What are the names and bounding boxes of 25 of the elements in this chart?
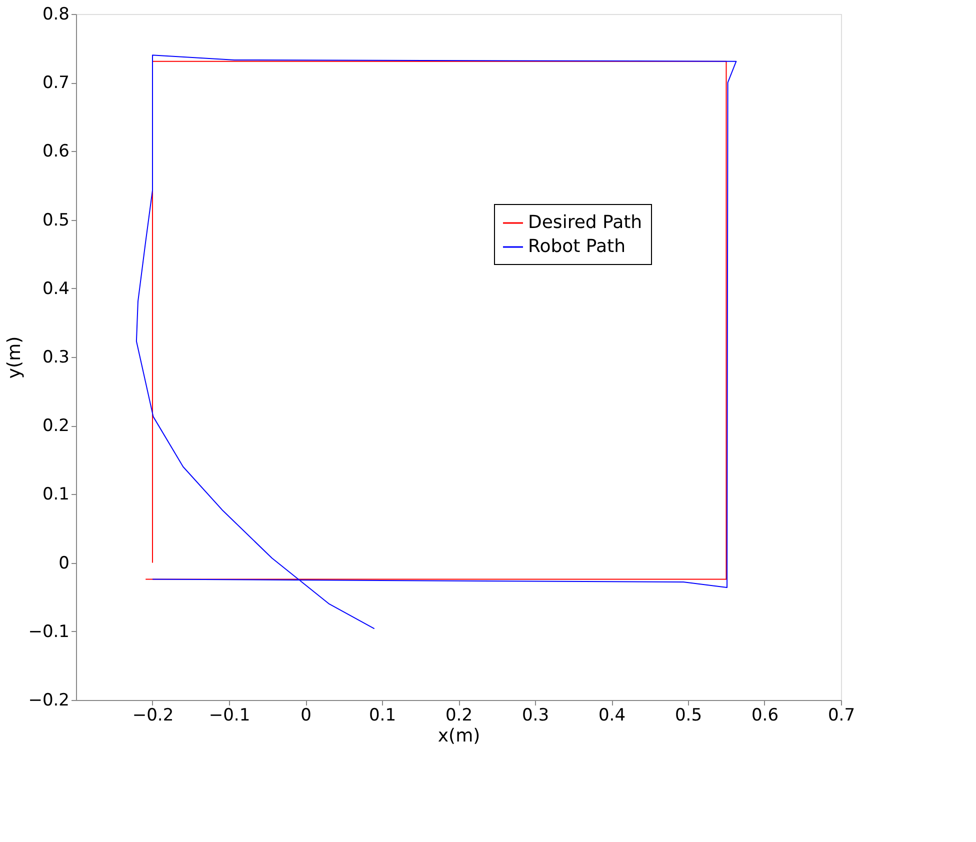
y-tick-label: 0.1 (42, 484, 70, 505)
y-tick-label: 0.8 (42, 4, 70, 24)
x-tick-label: 0.2 (445, 706, 473, 726)
y-tick-label: 0.2 (42, 416, 70, 436)
x-tick-label: 0.3 (522, 706, 550, 726)
legend-label: Robot Path (528, 236, 626, 257)
x-axis-title: x(m) (438, 726, 480, 746)
y-tick-label: 0.3 (42, 348, 70, 368)
x-tick-label: 0.5 (674, 706, 702, 726)
y-tick-label: 0.5 (42, 210, 70, 230)
x-tick-label: 0.7 (828, 706, 856, 726)
x-tick-label: 0.4 (598, 706, 626, 726)
x-tick-label: −0.2 (132, 706, 174, 726)
y-tick-label: 0.7 (42, 73, 70, 94)
x-tick-label: 0.6 (751, 706, 779, 726)
x-tick-label: −0.1 (208, 706, 250, 726)
y-axis-title: y(m) (4, 336, 26, 379)
y-tick-label: −0.2 (28, 690, 70, 710)
y-tick-label: 0.4 (42, 278, 70, 299)
y-tick-label: 0 (58, 553, 70, 574)
y-tick-label: −0.1 (28, 622, 70, 642)
x-tick-label: 0.1 (368, 706, 396, 726)
y-tick-label: 0.6 (42, 142, 70, 162)
legend-label: Desired Path (528, 212, 642, 233)
x-tick-label: 0 (300, 706, 312, 726)
